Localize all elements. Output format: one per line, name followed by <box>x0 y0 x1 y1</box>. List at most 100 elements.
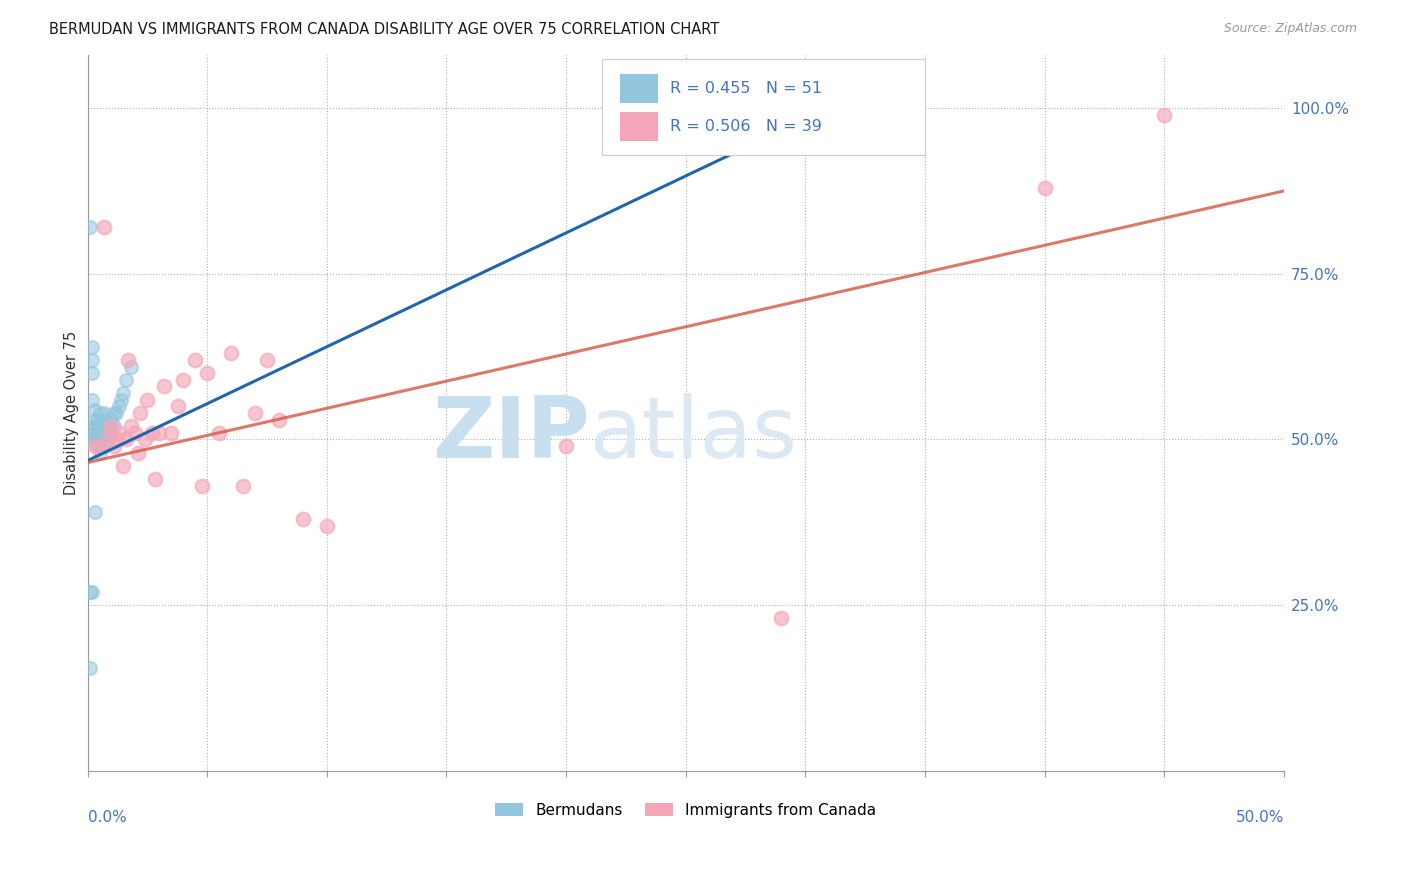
Point <box>107 399 129 413</box>
Point <box>141 425 163 440</box>
Point <box>83 505 105 519</box>
Point <box>89 419 111 434</box>
Point <box>83 419 105 434</box>
Point <box>79 220 101 235</box>
Point <box>1153 108 1175 122</box>
Point <box>100 412 122 426</box>
Point <box>117 352 139 367</box>
Point <box>315 518 337 533</box>
Point <box>89 439 111 453</box>
Point <box>83 433 105 447</box>
Point <box>129 406 152 420</box>
Point <box>86 439 108 453</box>
Point <box>256 352 278 367</box>
FancyBboxPatch shape <box>602 59 925 155</box>
Point <box>93 419 115 434</box>
Point <box>167 399 190 413</box>
Point <box>96 433 118 447</box>
Point <box>86 433 108 447</box>
Point <box>184 352 207 367</box>
Point <box>93 220 115 235</box>
Point <box>82 352 104 367</box>
Point <box>83 412 105 426</box>
Point <box>127 445 149 459</box>
Point <box>86 419 108 434</box>
Y-axis label: Disability Age Over 75: Disability Age Over 75 <box>65 331 79 495</box>
Point <box>134 433 156 447</box>
Point <box>89 439 111 453</box>
Point <box>90 412 112 426</box>
Point <box>86 412 108 426</box>
Point <box>1033 180 1056 194</box>
Point <box>86 425 108 440</box>
Point <box>89 433 111 447</box>
Point <box>83 425 105 440</box>
Point <box>100 419 122 434</box>
Point <box>93 406 115 420</box>
Point <box>267 412 290 426</box>
Point <box>89 445 111 459</box>
Point <box>93 439 115 453</box>
Point <box>79 433 101 447</box>
FancyBboxPatch shape <box>620 112 658 141</box>
Point <box>82 584 104 599</box>
Point <box>112 386 135 401</box>
Text: R = 0.506   N = 39: R = 0.506 N = 39 <box>671 120 823 134</box>
Point <box>96 419 118 434</box>
Point <box>191 479 214 493</box>
Point <box>93 425 115 440</box>
Text: ZIP: ZIP <box>432 392 591 476</box>
Point <box>103 406 125 420</box>
Point <box>103 419 125 434</box>
Point <box>89 406 111 420</box>
Point <box>90 439 112 453</box>
Text: R = 0.455   N = 51: R = 0.455 N = 51 <box>671 81 823 96</box>
Point <box>103 439 125 453</box>
Point <box>96 425 118 440</box>
Point <box>90 433 112 447</box>
Point <box>148 425 170 440</box>
Point <box>124 425 146 440</box>
Point <box>114 373 136 387</box>
Point <box>83 402 105 417</box>
Point <box>83 439 105 453</box>
Point <box>98 425 121 440</box>
Point <box>98 419 121 434</box>
Point <box>79 661 101 675</box>
Point <box>82 366 104 380</box>
Point <box>93 433 115 447</box>
Text: BERMUDAN VS IMMIGRANTS FROM CANADA DISABILITY AGE OVER 75 CORRELATION CHART: BERMUDAN VS IMMIGRANTS FROM CANADA DISAB… <box>49 22 720 37</box>
Point <box>98 433 121 447</box>
Point <box>82 340 104 354</box>
Text: 0.0%: 0.0% <box>87 810 127 825</box>
Point <box>219 346 242 360</box>
Point <box>114 433 136 447</box>
Point <box>153 379 176 393</box>
Text: atlas: atlas <box>591 392 799 476</box>
Point <box>232 479 254 493</box>
Point <box>89 425 111 440</box>
Point <box>208 425 231 440</box>
Point <box>770 611 793 625</box>
Point <box>112 458 135 473</box>
Point <box>90 425 112 440</box>
Point <box>195 366 218 380</box>
Point <box>120 419 142 434</box>
Point <box>100 425 122 440</box>
Point <box>79 584 101 599</box>
Point <box>105 433 128 447</box>
Point <box>160 425 183 440</box>
Point <box>110 392 132 407</box>
Point <box>172 373 194 387</box>
Text: 50.0%: 50.0% <box>1236 810 1284 825</box>
Point <box>136 392 159 407</box>
Point <box>105 406 128 420</box>
Text: Source: ZipAtlas.com: Source: ZipAtlas.com <box>1223 22 1357 36</box>
Point <box>243 406 266 420</box>
FancyBboxPatch shape <box>620 74 658 103</box>
Point <box>555 439 578 453</box>
Point <box>143 472 166 486</box>
Point <box>107 425 129 440</box>
Point <box>82 392 104 407</box>
Point <box>120 359 142 374</box>
